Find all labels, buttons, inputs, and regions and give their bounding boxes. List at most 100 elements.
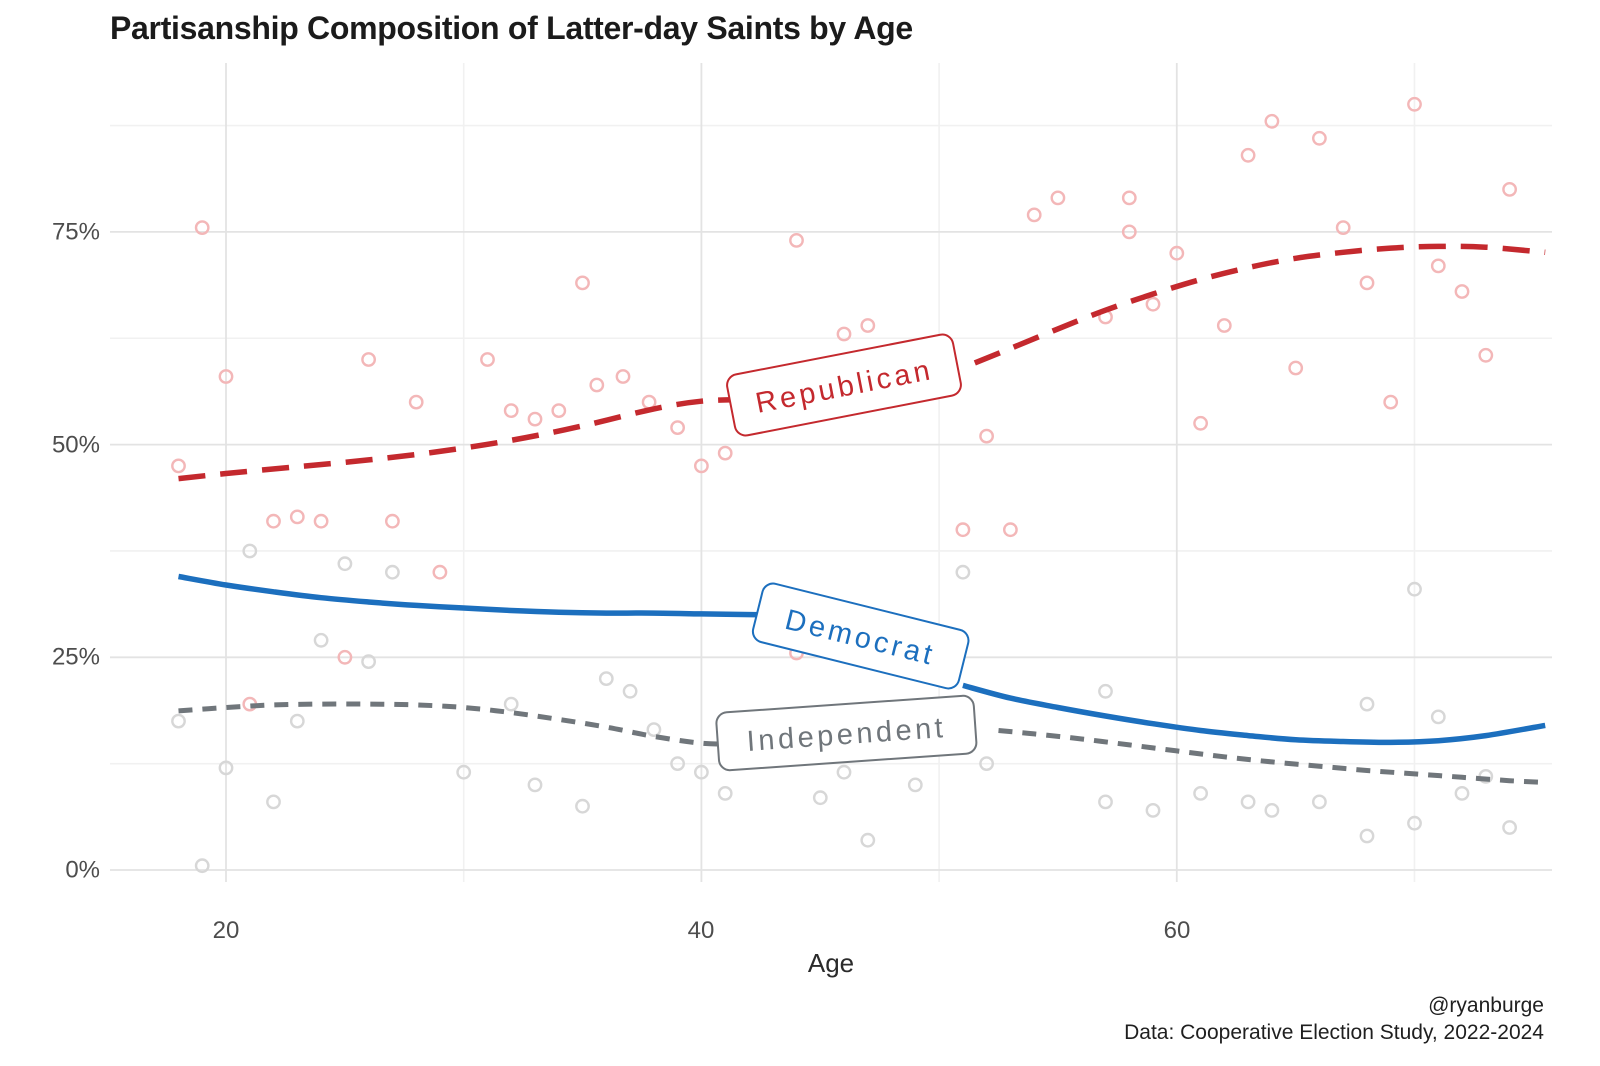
scatter-point-independent: [907, 777, 923, 793]
scatter-point-democrat: [244, 507, 256, 519]
scatter-point-republican: [1145, 296, 1161, 312]
scatter-point-independent: [1098, 794, 1113, 810]
scatter-point-independent: [717, 786, 733, 801]
scatter-point-independent: [289, 713, 305, 729]
scatter-points-layer: [171, 96, 1518, 874]
scatter-point-republican: [717, 445, 733, 461]
scatter-point-republican: [1050, 190, 1066, 206]
y-tick-0: 0%: [65, 857, 100, 884]
scatter-point-republican: [527, 411, 543, 427]
series-label-box: [751, 582, 970, 690]
scatter-point-democrat: [671, 570, 683, 582]
scatter-point-republican: [408, 394, 424, 410]
scatter-point-republican: [789, 232, 804, 248]
scatter-point-republican: [1454, 284, 1470, 299]
scatter-point-democrat: [909, 558, 921, 570]
scatter-point-independent: [242, 543, 258, 559]
scatter-point-democrat: [1337, 702, 1349, 714]
scatter-point-democrat: [1004, 502, 1016, 514]
scatter-point-independent: [860, 832, 876, 848]
scatter-point-democrat: [1290, 592, 1302, 604]
scatter-point-republican: [1240, 147, 1256, 163]
scatter-point-democrat: [600, 698, 612, 710]
scatter-point-democrat: [315, 604, 327, 616]
scatter-point-republican: [171, 458, 186, 474]
scatter-point-independent: [598, 671, 614, 686]
scatter-point-independent: [1407, 815, 1422, 831]
scatter-point-independent: [1098, 683, 1113, 699]
scatter-point-democrat: [1052, 796, 1064, 808]
scatter-point-democrat: [1480, 634, 1492, 646]
series-label-democrat: Democrat: [751, 582, 970, 690]
scatter-point-republican: [1502, 181, 1518, 197]
scatter-point-democrat: [1337, 813, 1349, 825]
scatter-point-independent: [194, 858, 210, 874]
scatter-point-independent: [694, 764, 709, 780]
scatter-point-republican: [836, 326, 852, 342]
series-label-box: [726, 333, 962, 437]
scatter-point-republican: [218, 369, 234, 384]
y-tick-75: 75%: [52, 219, 100, 246]
scatter-point-independent: [1430, 709, 1446, 725]
x-axis-title: Age: [808, 948, 854, 978]
scatter-point-republican: [289, 509, 305, 525]
scatter-point-republican: [1478, 347, 1494, 363]
series-label-republican: Republican: [726, 333, 962, 437]
scatter-point-independent: [1502, 820, 1518, 835]
scatter-point-independent: [384, 564, 400, 580]
trend-lines-layer: [178, 243, 1546, 785]
scatter-point-republican: [1430, 258, 1446, 274]
scatter-point-republican: [694, 458, 709, 474]
gridlines-major: [110, 63, 1552, 882]
scatter-point-republican: [480, 352, 495, 367]
scatter-point-republican: [1003, 522, 1018, 538]
scatter-point-democrat: [1266, 830, 1278, 842]
y-tick-50: 50%: [52, 432, 100, 459]
scatter-point-independent: [1359, 696, 1375, 712]
scatter-point-republican: [503, 403, 519, 418]
scatter-point-independent: [218, 760, 234, 776]
scatter-point-republican: [432, 564, 448, 580]
scatter-point-republican: [266, 513, 281, 529]
author-handle: @ryanburge: [1428, 994, 1544, 1017]
scatter-point-republican: [361, 352, 376, 367]
data-source: Data: Cooperative Election Study, 2022-2…: [1124, 1021, 1544, 1044]
scatter-point-republican: [1169, 245, 1185, 261]
scatter-point-republican: [1216, 318, 1232, 333]
scatter-point-democrat: [434, 485, 446, 497]
scatter-point-democrat: [553, 766, 565, 778]
scatter-point-democrat: [719, 511, 731, 523]
scatter-point-democrat: [1503, 736, 1515, 748]
scatter-point-independent: [670, 756, 685, 771]
x-tick-40: 40: [688, 917, 715, 944]
scatter-point-democrat: [410, 660, 422, 672]
scatter-point-independent: [171, 713, 186, 729]
scatter-point-independent: [456, 764, 472, 780]
scatter-point-democrat: [553, 583, 565, 595]
scatter-point-independent: [503, 696, 519, 712]
scatter-point-independent: [313, 632, 329, 648]
scatter-point-democrat: [1028, 821, 1040, 833]
scatter-point-democrat: [790, 481, 802, 493]
scatter-point-democrat: [1123, 728, 1135, 740]
scatter-point-republican: [589, 377, 605, 393]
scatter-point-republican: [194, 220, 210, 236]
scatter-point-independent: [1454, 786, 1470, 801]
chart-title: Partisanship Composition of Latter-day S…: [110, 10, 913, 46]
scatter-point-democrat: [196, 660, 208, 672]
scatter-point-democrat: [648, 630, 660, 642]
attribution-block: @ryanburge Data: Cooperative Election St…: [1124, 992, 1544, 1046]
scatter-point-independent: [1193, 786, 1209, 801]
scatter-point-democrat: [386, 668, 398, 680]
scatter-point-democrat: [1456, 685, 1468, 697]
trend-line-republican: [178, 396, 750, 482]
scatter-point-independent: [812, 790, 828, 806]
scatter-point-republican: [1288, 360, 1304, 376]
scatter-point-republican: [313, 513, 329, 529]
scatter-point-republican: [615, 369, 631, 384]
scatter-point-democrat: [1337, 804, 1349, 816]
x-tick-20: 20: [213, 917, 240, 944]
scatter-point-republican: [979, 428, 994, 444]
scatter-point-independent: [1240, 794, 1256, 810]
